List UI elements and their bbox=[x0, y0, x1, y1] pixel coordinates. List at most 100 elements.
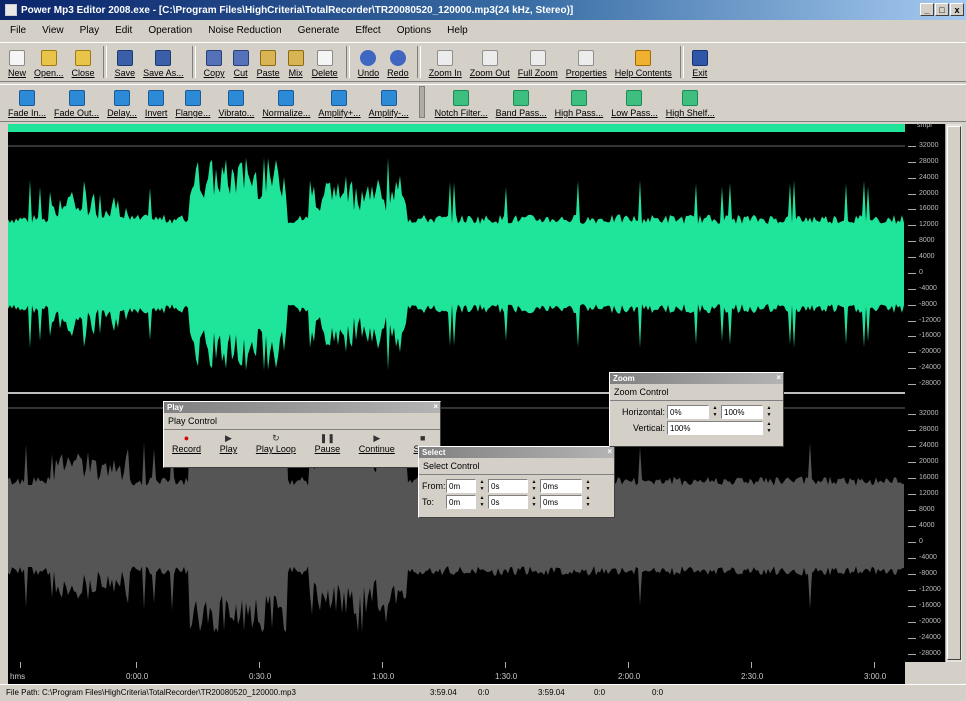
new-button[interactable]: New bbox=[4, 50, 30, 81]
high-pass-button[interactable]: High Pass... bbox=[551, 90, 608, 121]
vibrato-button[interactable]: Vibrato... bbox=[214, 90, 258, 121]
low-pass-button[interactable]: Low Pass... bbox=[607, 90, 662, 121]
close-window-button[interactable]: x bbox=[950, 3, 964, 16]
axis-tick-label: -12000 bbox=[919, 316, 941, 324]
menu-options[interactable]: Options bbox=[396, 24, 432, 36]
close-icon[interactable]: × bbox=[607, 447, 612, 456]
fade-in-button[interactable]: Fade In... bbox=[4, 90, 50, 121]
to-minutes-input[interactable]: 0m bbox=[446, 495, 476, 509]
amplify-button[interactable]: Amplify-... bbox=[365, 90, 413, 121]
spinner-icon[interactable]: ▲ ▼ bbox=[766, 405, 772, 418]
scrollbar-thumb[interactable] bbox=[947, 126, 961, 660]
flange-button[interactable]: Flange... bbox=[171, 90, 214, 121]
to-seconds-input[interactable]: 0s bbox=[488, 495, 528, 509]
play-loop-button[interactable]: ↻ Play Loop bbox=[256, 433, 296, 454]
axis-tick bbox=[908, 510, 916, 511]
menu-edit[interactable]: Edit bbox=[115, 24, 133, 36]
spinner-icon[interactable]: ▲ ▼ bbox=[479, 479, 485, 492]
zoom-out-button[interactable]: Zoom Out bbox=[466, 50, 514, 81]
spinner-icon[interactable]: ▲ ▼ bbox=[531, 479, 537, 492]
timeline-label: hms bbox=[10, 672, 26, 681]
app-icon bbox=[5, 4, 17, 16]
time-ruler[interactable]: hms 0:00.0 0:30.0 1:00.0 1:30.0 2:00.0 2:30.0 3… bbox=[8, 662, 905, 684]
copy-button[interactable]: Copy bbox=[200, 50, 229, 81]
redo-button[interactable]: Redo bbox=[383, 50, 413, 81]
menu-noise-reduction[interactable]: Noise Reduction bbox=[208, 24, 282, 36]
menu-operation[interactable]: Operation bbox=[148, 24, 193, 36]
menu-view[interactable]: View bbox=[42, 24, 64, 36]
toolbar-button-label: Amplify+... bbox=[318, 108, 361, 118]
undo-button[interactable]: Undo bbox=[354, 50, 384, 81]
menu-help[interactable]: Help bbox=[447, 24, 468, 36]
menu-generate[interactable]: Generate bbox=[297, 24, 340, 36]
to-ms-input[interactable]: 0ms bbox=[540, 495, 582, 509]
toolbar-button-label: Help Contents bbox=[614, 68, 672, 78]
band-pass-icon bbox=[513, 90, 530, 106]
play-panel-titlebar[interactable]: Play × bbox=[164, 402, 440, 413]
fade-out-button[interactable]: Fade Out... bbox=[50, 90, 103, 121]
waveform-channel-1[interactable] bbox=[8, 136, 905, 392]
zoom-panel-titlebar[interactable]: Zoom × bbox=[610, 373, 783, 384]
axis-tick bbox=[908, 304, 916, 306]
from-seconds-input[interactable]: 0s bbox=[488, 479, 528, 493]
paste-button[interactable]: Paste bbox=[253, 50, 284, 81]
axis-tick-label: -8000 bbox=[919, 570, 937, 577]
axis-tick-label: 16000 bbox=[919, 474, 939, 481]
minimize-button[interactable]: _ bbox=[920, 3, 934, 16]
maximize-button[interactable]: □ bbox=[935, 3, 949, 16]
cut-button[interactable]: Cut bbox=[229, 50, 253, 81]
menu-play[interactable]: Play bbox=[79, 24, 100, 36]
from-ms-input[interactable]: 0ms bbox=[540, 479, 582, 493]
high-shelf-button[interactable]: High Shelf... bbox=[662, 90, 719, 121]
low-pass-icon bbox=[626, 90, 643, 106]
save-as-button[interactable]: Save As... bbox=[139, 50, 188, 81]
pause-icon: ❚❚ bbox=[319, 433, 335, 443]
close-icon[interactable]: × bbox=[433, 402, 438, 411]
delete-button[interactable]: Delete bbox=[308, 50, 342, 81]
axis-tick bbox=[908, 146, 916, 147]
help-contents-button[interactable]: Help Contents bbox=[611, 50, 676, 81]
exit-button[interactable]: Exit bbox=[688, 50, 712, 81]
selection-bar[interactable] bbox=[8, 124, 905, 132]
open-button[interactable]: Open... bbox=[30, 50, 68, 81]
spinner-icon[interactable]: ▲ ▼ bbox=[766, 421, 772, 434]
zoom-in-button[interactable]: Zoom In bbox=[425, 50, 466, 81]
amplify-button[interactable]: Amplify+... bbox=[314, 90, 364, 121]
spinner-icon[interactable]: ▲ ▼ bbox=[531, 495, 537, 508]
save-button[interactable]: Save bbox=[111, 50, 140, 81]
mix-button[interactable]: Mix bbox=[284, 50, 308, 81]
close-button[interactable]: Close bbox=[68, 50, 99, 81]
axis-tick bbox=[908, 320, 916, 322]
record-button[interactable]: ● Record bbox=[172, 433, 201, 454]
spinner-icon[interactable]: ▲ ▼ bbox=[585, 479, 591, 492]
play-button[interactable]: ▶ Play bbox=[220, 433, 238, 454]
invert-button[interactable]: Invert bbox=[141, 90, 172, 121]
axis-tick-label: 16000 bbox=[919, 205, 939, 213]
delay-button[interactable]: Delay... bbox=[103, 90, 141, 121]
vertical-input[interactable]: 100% bbox=[667, 421, 763, 435]
notch-filter-button[interactable]: Notch Filter... bbox=[431, 90, 492, 121]
properties-button[interactable]: Properties bbox=[562, 50, 611, 81]
spinner-icon[interactable]: ▲ ▼ bbox=[712, 405, 718, 418]
menu-effect[interactable]: Effect bbox=[355, 24, 381, 36]
from-minutes-input[interactable]: 0m bbox=[446, 479, 476, 493]
toolbar-button-label: Redo bbox=[387, 68, 409, 78]
continue-button[interactable]: ▶ Continue bbox=[359, 433, 395, 454]
axis-tick bbox=[908, 225, 916, 227]
vertical-scrollbar[interactable] bbox=[945, 124, 962, 662]
full-zoom-button[interactable]: Full Zoom bbox=[514, 50, 562, 81]
spinner-icon[interactable]: ▲ ▼ bbox=[585, 495, 591, 508]
toolbar-button-label: Copy bbox=[203, 68, 225, 78]
band-pass-button[interactable]: Band Pass... bbox=[492, 90, 551, 121]
menu-file[interactable]: File bbox=[10, 24, 27, 36]
horizontal-from-input[interactable]: 0% bbox=[667, 405, 709, 419]
pause-button[interactable]: ❚❚ Pause bbox=[315, 433, 341, 454]
normalize-button[interactable]: Normalize... bbox=[258, 90, 314, 121]
select-panel-titlebar[interactable]: Select × bbox=[419, 447, 614, 458]
toolbar-button-label: Mix bbox=[288, 68, 303, 78]
horizontal-to-input[interactable]: 100% bbox=[721, 405, 763, 419]
close-icon[interactable]: × bbox=[776, 373, 781, 382]
spinner-icon[interactable]: ▲ ▼ bbox=[479, 495, 485, 508]
axis-tick bbox=[908, 257, 916, 259]
waveform-channel-2[interactable] bbox=[8, 398, 905, 654]
